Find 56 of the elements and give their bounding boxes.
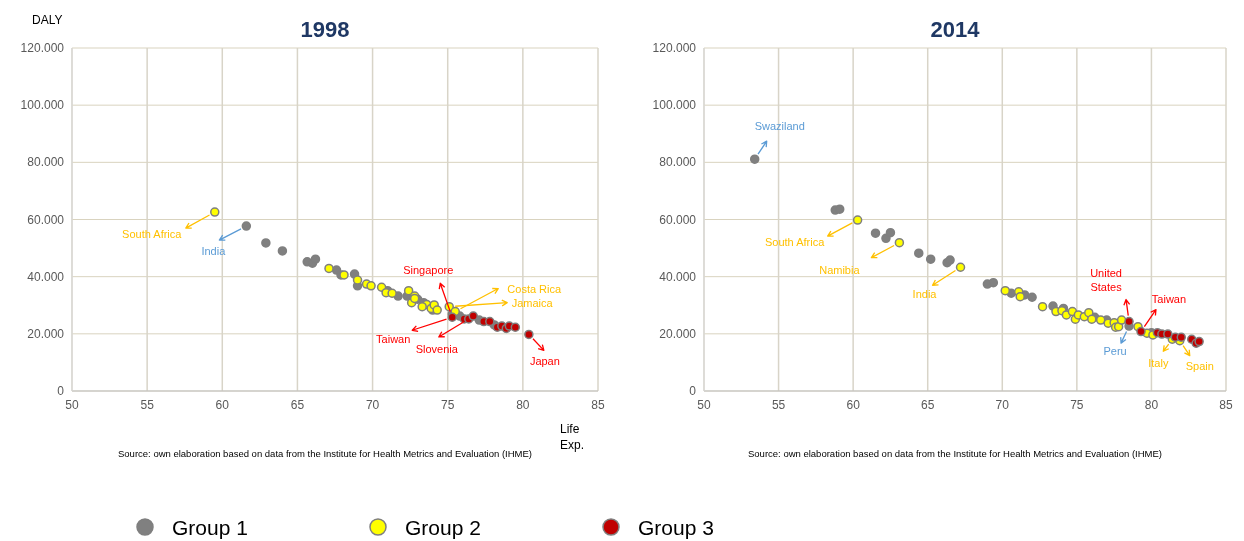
legend-label: Group 1 <box>172 516 248 539</box>
annotation: Italy <box>1148 357 1169 370</box>
annotation: Slovenia <box>415 342 459 355</box>
x-tick-label: 50 <box>697 398 711 412</box>
x-tick-label: 80 <box>516 398 530 412</box>
annotation: United States <box>1090 266 1123 293</box>
x-axis-title: Life Exp. <box>560 422 585 452</box>
chart-title: 1998 <box>300 17 350 42</box>
x-tick-label: 70 <box>365 398 380 412</box>
x-tick-label: 75 <box>1070 398 1084 412</box>
legend-label: Group 3 <box>638 516 714 539</box>
x-tick-label: 85 <box>1219 398 1233 412</box>
x-tick-label: 60 <box>215 398 230 412</box>
annotation: Costa Rica <box>507 282 563 295</box>
y-tick-label: 40.000 <box>659 269 697 284</box>
x-tick-label: 65 <box>921 398 935 412</box>
annotation: Japan <box>529 355 560 368</box>
x-tick-label: 60 <box>846 398 861 412</box>
annotation: South Africa <box>122 228 183 241</box>
annotation: Singapore <box>403 264 454 277</box>
x-tick-label: 85 <box>591 398 605 412</box>
x-tick-label: 55 <box>771 398 786 412</box>
annotation: South Africa <box>764 236 826 249</box>
y-tick-label: 120.000 <box>652 41 697 55</box>
x-tick-label: 80 <box>1144 398 1159 412</box>
y-tick-label: 120.000 <box>20 41 65 55</box>
annotation: India <box>201 245 227 258</box>
y-tick-label: 20.000 <box>27 326 65 341</box>
y-tick-label: 60.000 <box>27 212 65 227</box>
annotation: Swaziland <box>754 120 805 133</box>
x-tick-label: 65 <box>290 398 305 412</box>
annotation: India <box>912 288 938 301</box>
y-tick-label: 80.000 <box>27 155 65 170</box>
y-tick-label: 60.000 <box>659 212 697 227</box>
annotation: Peru <box>1103 345 1127 358</box>
x-tick-label: 70 <box>995 398 1010 412</box>
annotation: Taiwan <box>376 333 411 346</box>
annotation: Taiwan <box>1151 292 1187 305</box>
annotation: Jamaica <box>511 296 554 309</box>
source-note: Source: own elaboration based on data from the Institute for Health Metrics and Evaluation (IHME) <box>748 448 1162 459</box>
x-tick-label: 55 <box>140 398 155 412</box>
y-axis-title: DALY <box>32 13 63 27</box>
annotation: Spain <box>1185 359 1214 372</box>
source-note: Source: own elaboration based on data from the Institute for Health Metrics and Evaluation (IHME) <box>118 448 532 459</box>
y-tick-label: 40.000 <box>27 269 65 284</box>
x-tick-label: 50 <box>65 398 79 412</box>
legend-label: Group 2 <box>405 516 481 539</box>
y-tick-label: 0 <box>57 384 65 398</box>
y-tick-label: 80.000 <box>659 155 697 170</box>
y-tick-label: 20.000 <box>659 326 697 341</box>
x-tick-label: 75 <box>441 398 455 412</box>
y-tick-label: 100.000 <box>652 98 697 113</box>
chart-title: 2014 <box>930 17 981 42</box>
annotation: Namibia <box>819 263 861 276</box>
y-tick-label: 0 <box>689 384 697 398</box>
y-tick-label: 100.000 <box>20 98 65 113</box>
